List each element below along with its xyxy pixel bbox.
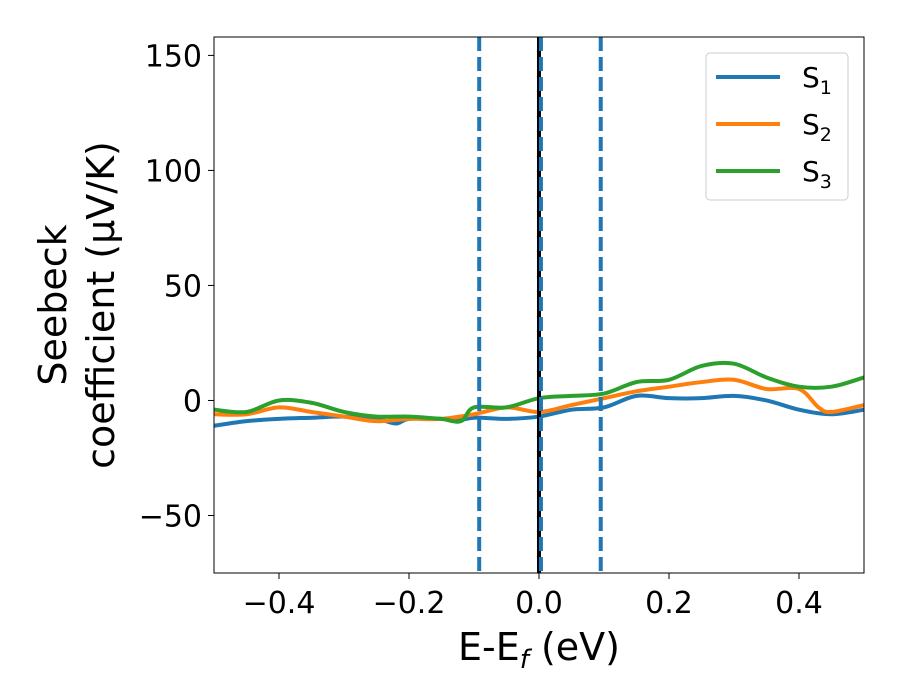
series-line-s3 xyxy=(214,360,864,424)
x-tick-label: −0.2 xyxy=(373,586,446,621)
y-axis-label-line2: coefficient (μV/K) xyxy=(79,141,123,469)
y-tick-label: 50 xyxy=(164,269,202,304)
x-tick-label: −0.4 xyxy=(243,586,316,621)
x-axis: −0.4 −0.2 0.0 0.2 0.4 xyxy=(243,573,823,621)
y-tick-label: 0 xyxy=(183,384,202,419)
series-line-s2 xyxy=(214,377,864,424)
legend: S1 S2 S3 xyxy=(705,52,849,201)
legend-box xyxy=(705,52,849,201)
legend-label: S1 xyxy=(802,61,832,99)
y-axis: −50 0 50 100 150 xyxy=(139,39,214,534)
x-axis-label-base: E-E xyxy=(458,625,520,669)
legend-label: S2 xyxy=(802,108,832,146)
y-axis-label-line1: Seebeck xyxy=(31,224,75,385)
x-axis-label-unit: (eV) xyxy=(529,625,620,669)
y-tick-label: 100 xyxy=(145,154,202,189)
plot-area xyxy=(214,37,864,573)
legend-label: S3 xyxy=(802,155,832,193)
x-axis-label: E-Ef (eV) xyxy=(458,625,620,675)
y-tick-label: −50 xyxy=(139,499,202,534)
y-tick-label: 150 xyxy=(145,39,202,74)
x-tick-label: 0.2 xyxy=(645,586,693,621)
x-tick-label: 0.4 xyxy=(775,586,823,621)
x-tick-label: 0.0 xyxy=(515,586,563,621)
